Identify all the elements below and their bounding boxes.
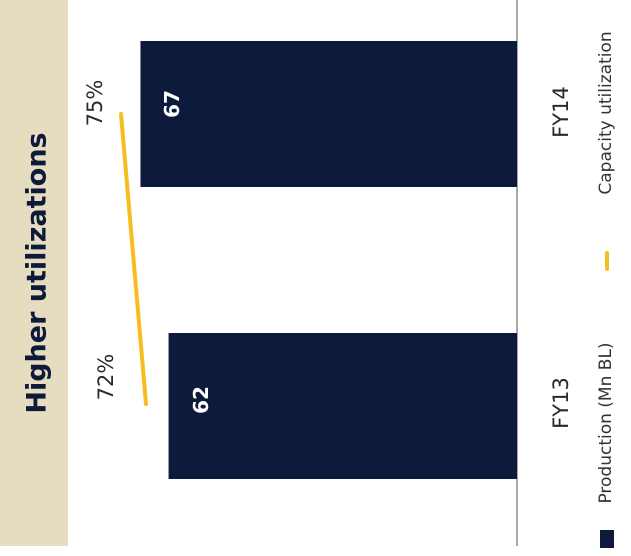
utilization-label-fy13: 72%: [94, 353, 118, 401]
bar-value-label-fy14: 67: [160, 90, 185, 118]
category-label-fy13: FY13: [549, 377, 573, 429]
line-capacity-utilization: [119, 112, 148, 406]
legend-swatch-production: [600, 530, 614, 548]
category-label-fy14: FY14: [549, 86, 573, 138]
title-band: Higher utilizations: [0, 0, 68, 546]
legend-label-production: Production (Mn BL): [596, 342, 616, 504]
legend-label-capacity: Capacity utilization: [596, 31, 616, 195]
legend-swatch-capacity: [605, 251, 609, 271]
bar-fy13: [168, 333, 517, 479]
bar-value-label-fy13: 62: [188, 386, 213, 414]
utilization-label-fy14: 75%: [83, 79, 107, 127]
bar-fy14: [140, 41, 517, 187]
